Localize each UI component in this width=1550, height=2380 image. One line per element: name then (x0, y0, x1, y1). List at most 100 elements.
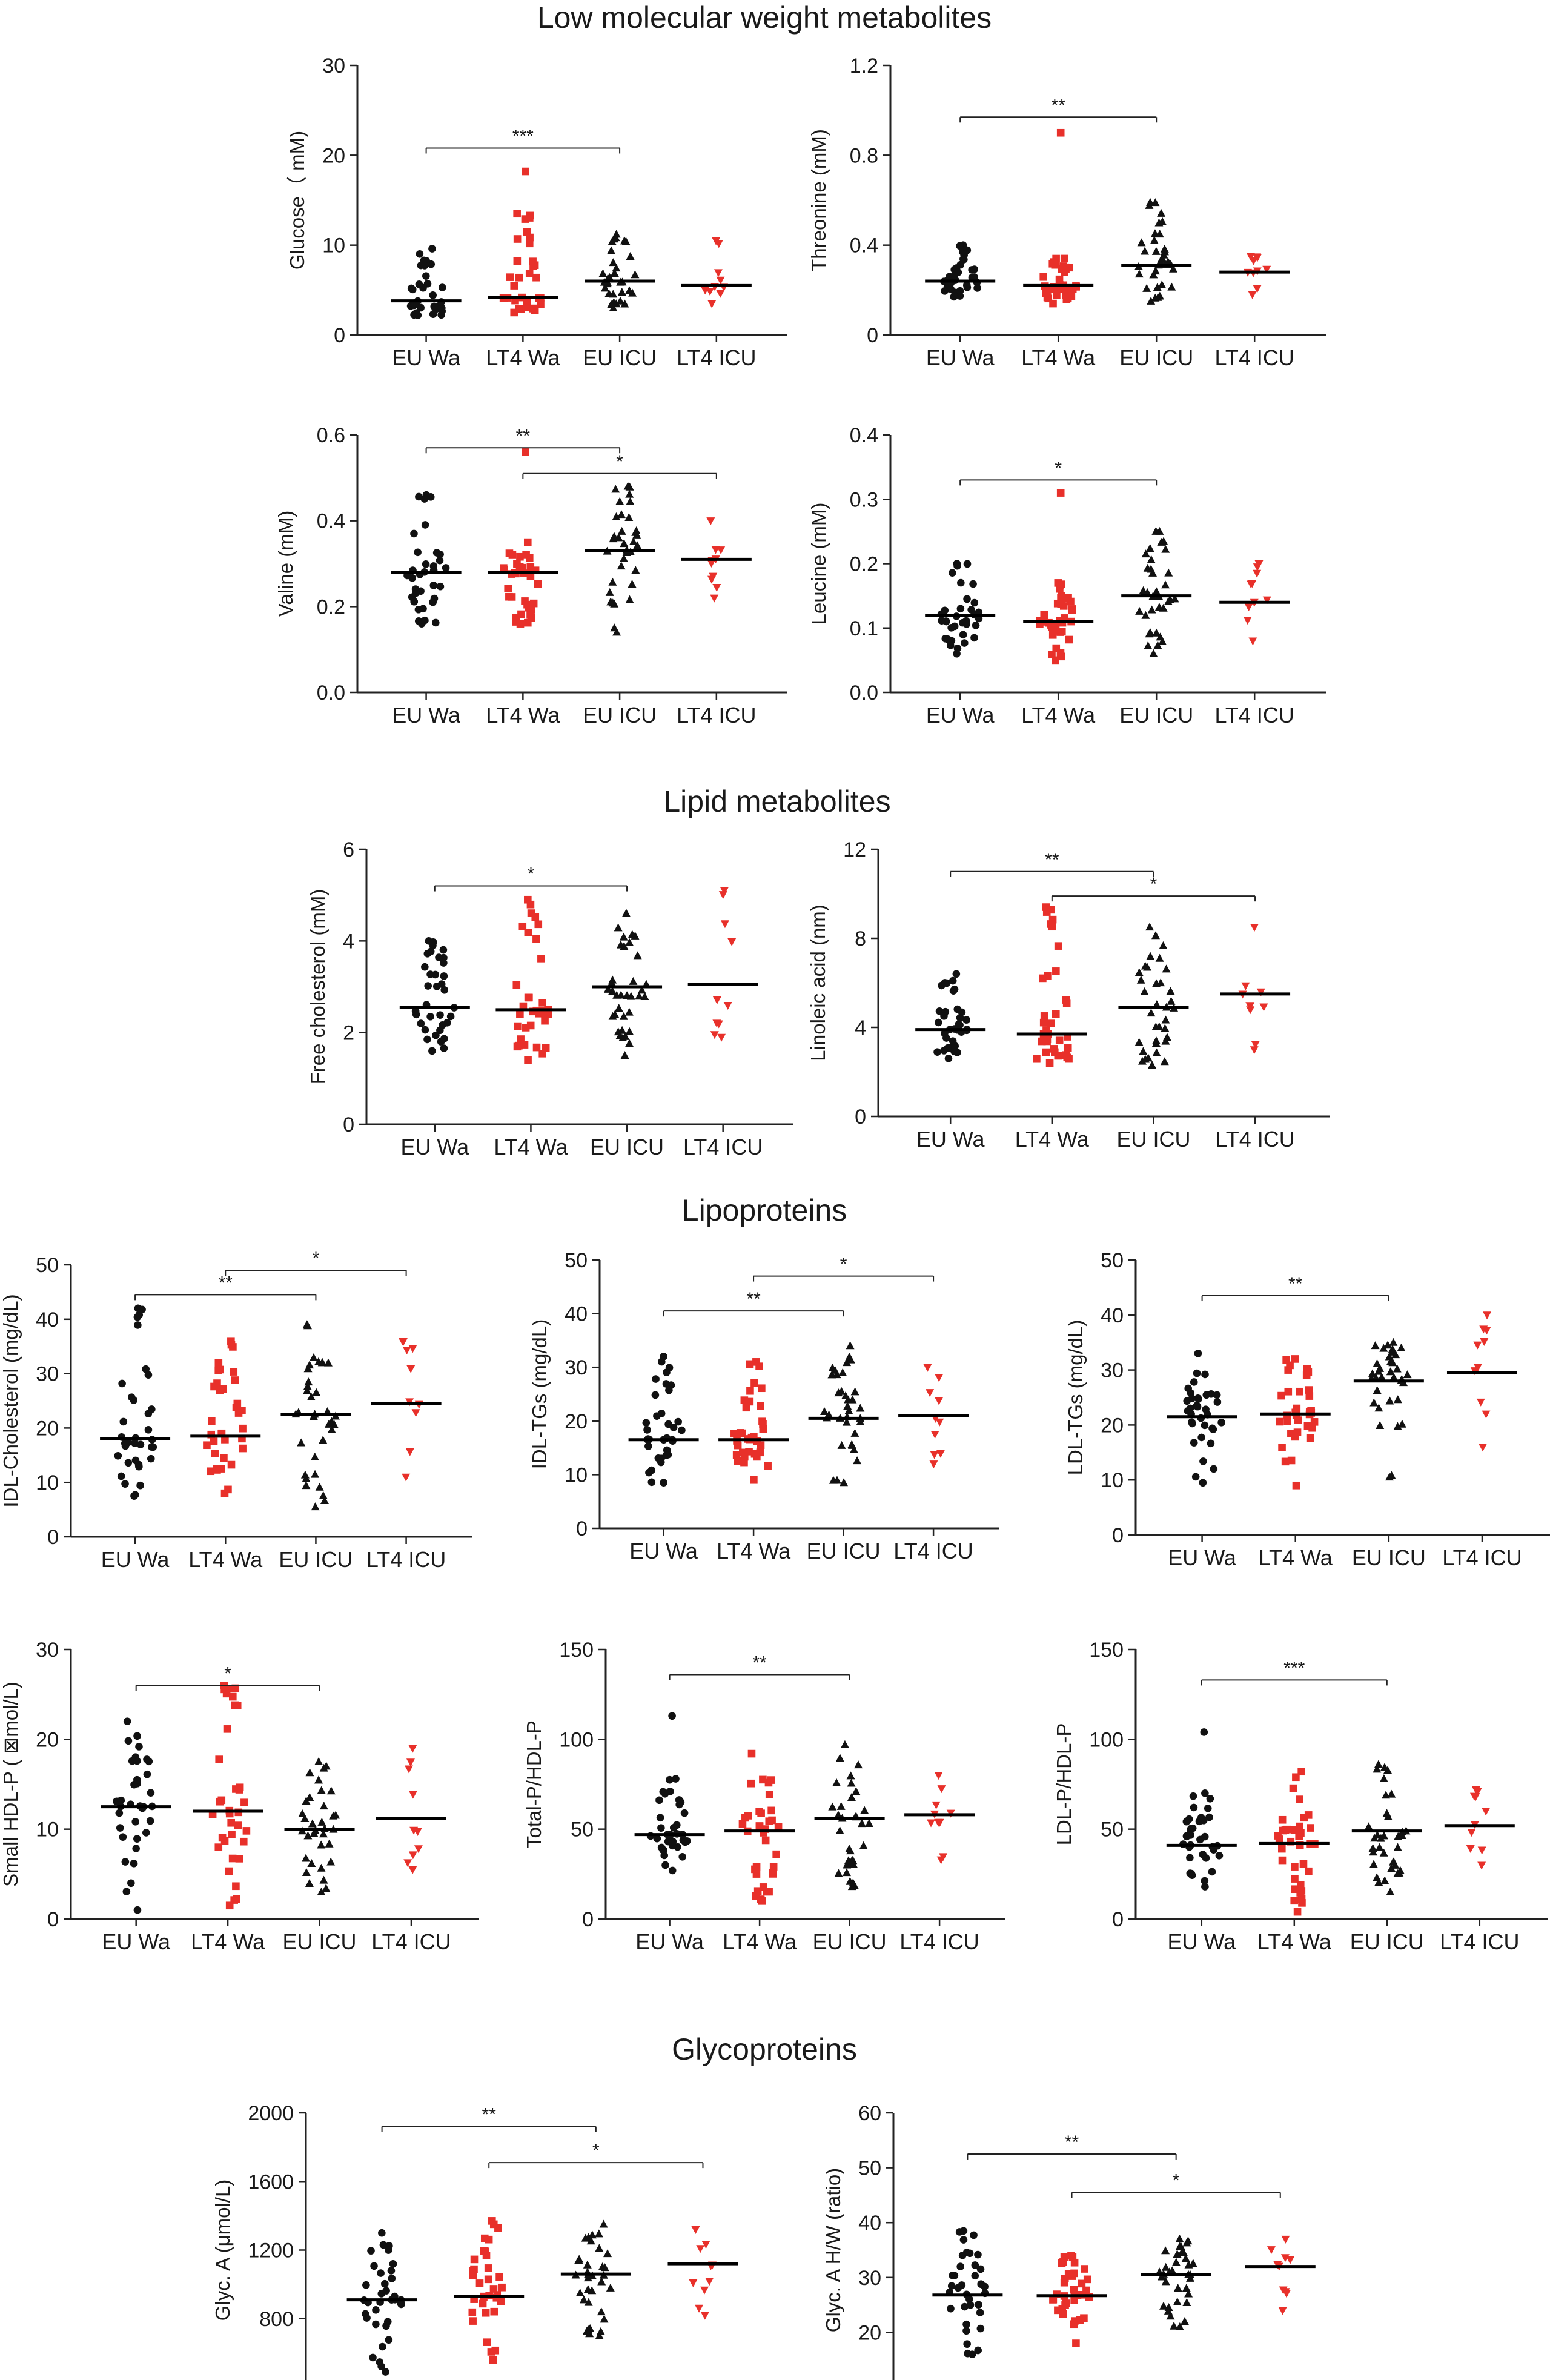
data-point (1279, 2286, 1288, 2295)
data-point (969, 580, 977, 588)
data-point (1293, 1428, 1302, 1436)
y-tick-label: 20 (565, 1410, 588, 1433)
data-point (142, 1365, 150, 1373)
data-point (927, 1819, 936, 1828)
data-point (408, 285, 417, 294)
data-point (955, 2228, 964, 2236)
data-point (1374, 1367, 1383, 1375)
section-title-lipoproteins: Lipoproteins (682, 1193, 847, 1227)
data-point (759, 1775, 767, 1784)
y-tick-label: 10 (1101, 1469, 1124, 1492)
data-point (714, 269, 723, 277)
y-axis-label: Total-P/HDL-P (523, 1720, 545, 1848)
y-tick-label: 30 (36, 1363, 59, 1386)
point-group-2 (1367, 1338, 1412, 1481)
data-point (417, 303, 425, 312)
data-point (1052, 1010, 1060, 1018)
data-point (625, 1027, 634, 1035)
data-point (378, 2229, 386, 2237)
data-point (1161, 2277, 1170, 2286)
data-point (838, 1368, 847, 1376)
data-point (611, 485, 620, 493)
data-point (422, 272, 430, 280)
data-point (421, 521, 429, 529)
data-point (148, 1405, 156, 1413)
y-tick-label: 40 (36, 1308, 59, 1331)
data-point (513, 257, 522, 265)
data-point (834, 1869, 843, 1877)
data-point (1181, 2254, 1190, 2262)
data-point (617, 510, 626, 519)
y-tick-label: 0.1 (850, 617, 878, 640)
data-point (1062, 996, 1070, 1004)
data-point (952, 970, 961, 978)
data-point (1182, 2298, 1191, 2307)
data-point (1477, 1861, 1486, 1870)
data-point (431, 303, 439, 311)
data-point (608, 577, 617, 586)
data-point (1055, 275, 1064, 283)
chart-panel-13: 400800120016002000Glyc. A (μmol/L)EU WaL… (211, 2102, 738, 2380)
data-point (114, 1451, 122, 1460)
data-point (1305, 1386, 1313, 1394)
data-point (583, 2260, 592, 2269)
x-tick-label: EU Wa (102, 1929, 171, 1954)
data-point (1379, 1774, 1388, 1783)
data-point (526, 572, 535, 580)
data-point (1476, 1398, 1485, 1407)
point-group-2 (820, 1341, 865, 1487)
data-point (597, 2307, 606, 2316)
point-group-2 (297, 1757, 340, 1895)
data-point (966, 2301, 975, 2309)
data-point (1186, 2273, 1195, 2282)
data-point (935, 1397, 944, 1405)
data-point (519, 1002, 528, 1010)
data-point (317, 1863, 326, 1872)
data-point (240, 1798, 248, 1807)
data-point (326, 1857, 336, 1866)
data-point (136, 1440, 145, 1448)
data-point (1193, 1369, 1201, 1377)
data-point (1373, 1385, 1382, 1394)
data-point (1141, 611, 1150, 619)
data-point (1184, 2236, 1193, 2245)
data-point (965, 2249, 974, 2258)
data-point (127, 1879, 135, 1888)
data-point (1241, 982, 1250, 990)
chart-panel-3: 0.0 0.2 0.4 0.6 Valine (mM) EU Wa LT4 Wa EU ICU… (274, 424, 787, 728)
data-point (535, 1009, 543, 1018)
data-point (388, 2275, 396, 2282)
data-point (1297, 1887, 1306, 1895)
data-point (774, 1823, 783, 1831)
data-point (1060, 254, 1068, 263)
x-tick-label: EU Wa (392, 345, 461, 370)
data-point (370, 2262, 378, 2270)
data-point (1305, 1867, 1313, 1875)
data-point (753, 1887, 762, 1895)
data-point (304, 1377, 313, 1386)
data-point (674, 1417, 682, 1426)
point-group-3 (1243, 253, 1271, 299)
data-point (740, 1458, 748, 1467)
data-point (1147, 296, 1156, 305)
data-point (300, 1470, 310, 1479)
data-point (1299, 1860, 1308, 1868)
data-point (946, 641, 955, 649)
data-point (1467, 1829, 1476, 1837)
y-tick-label: 8 (855, 927, 866, 950)
data-point (653, 1834, 661, 1843)
data-point-outlier (668, 1712, 676, 1720)
data-point (1171, 2258, 1181, 2266)
data-point (1161, 545, 1170, 553)
data-point (307, 1858, 316, 1867)
data-point (1374, 1878, 1383, 1886)
data-point (1045, 1059, 1054, 1067)
data-point (860, 1806, 869, 1814)
data-point (515, 273, 523, 282)
data-point (850, 1428, 859, 1437)
data-point (769, 1863, 778, 1871)
data-point (610, 623, 619, 632)
data-point (414, 1845, 423, 1854)
data-point (1165, 595, 1174, 603)
data-point (480, 2247, 488, 2255)
